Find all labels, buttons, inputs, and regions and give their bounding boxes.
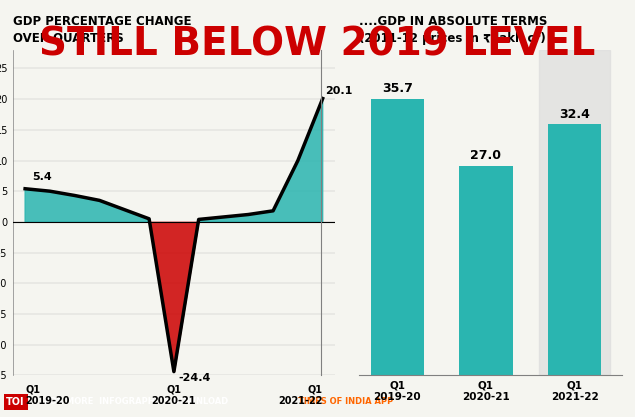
Text: 27.0: 27.0 (471, 149, 502, 162)
Bar (370, 99, 424, 375)
Text: TOI: TOI (6, 397, 25, 407)
Text: FOR MORE  INFOGRAPHICS DOWNLOAD: FOR MORE INFOGRAPHICS DOWNLOAD (44, 397, 232, 407)
Text: Q1
2019-20: Q1 2019-20 (25, 384, 70, 406)
Bar (539, 50, 610, 375)
Text: -24.4: -24.4 (179, 373, 211, 383)
Text: STILL BELOW 2019 LEVEL: STILL BELOW 2019 LEVEL (39, 25, 596, 63)
Text: 5.4: 5.4 (32, 171, 52, 181)
Text: GDP PERCENTAGE CHANGE
OVER QUARTERS: GDP PERCENTAGE CHANGE OVER QUARTERS (13, 15, 191, 45)
Text: Q1
2021-22: Q1 2021-22 (278, 384, 323, 406)
Text: 20.1: 20.1 (325, 85, 352, 95)
Text: ....GDP IN ABSOLUTE TERMS
(2011-12 prices in ₹ lakh cr): ....GDP IN ABSOLUTE TERMS (2011-12 price… (359, 15, 547, 45)
Text: Q1
2020-21: Q1 2020-21 (152, 384, 196, 406)
Bar (548, 124, 601, 375)
Text: 35.7: 35.7 (382, 82, 413, 95)
Bar (459, 166, 512, 375)
Text: 32.4: 32.4 (559, 108, 590, 121)
Text: TIMES OF INDIA APP: TIMES OF INDIA APP (298, 397, 394, 407)
